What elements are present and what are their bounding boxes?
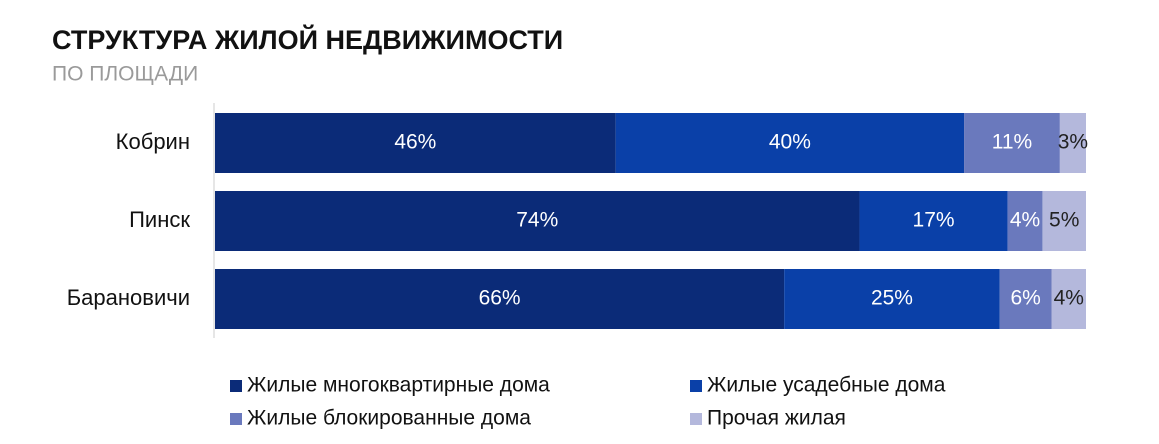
data-label: 4% [1054, 287, 1084, 310]
bar-segment [615, 113, 965, 173]
chart-subtitle: ПО ПЛОЩАДИ [52, 63, 198, 86]
bar-segment [784, 269, 1000, 329]
bar-segment [215, 113, 616, 173]
data-label: 66% [479, 287, 521, 310]
bar-segment [1051, 269, 1086, 329]
data-label: 11% [992, 131, 1032, 154]
bar-segment [215, 191, 860, 251]
legend-label: Жилые усадебные дома [707, 374, 946, 397]
bar-segment [1007, 191, 1043, 251]
bar-segment [215, 269, 785, 329]
legend-label: Прочая жилая [707, 407, 846, 430]
legend-label: Жилые многоквартирные дома [247, 374, 550, 397]
data-label: 5% [1049, 209, 1079, 232]
bar-segment [999, 269, 1052, 329]
legend-swatch [690, 380, 702, 392]
legend-swatch [230, 380, 242, 392]
y-tick-label: Кобрин [116, 129, 190, 154]
legend-label: Жилые блокированные дома [247, 407, 531, 430]
bar-segment [1059, 113, 1086, 173]
data-label: 40% [769, 131, 811, 154]
data-label: 25% [871, 287, 913, 310]
data-label: 46% [394, 131, 436, 154]
data-label: 74% [516, 209, 558, 232]
y-tick-label: Пинск [129, 207, 190, 232]
data-label: 17% [913, 209, 955, 232]
data-label: 4% [1010, 209, 1040, 232]
bar-segment [964, 113, 1060, 173]
y-tick-label: Барановичи [67, 285, 190, 310]
bar-segment [859, 191, 1008, 251]
legend-swatch [230, 413, 242, 425]
legend-swatch [690, 413, 702, 425]
chart-title: СТРУКТУРА ЖИЛОЙ НЕДВИЖИМОСТИ [52, 24, 563, 55]
data-label: 6% [1010, 287, 1040, 310]
data-label: 3% [1058, 131, 1088, 154]
bar-segment [1042, 191, 1086, 251]
